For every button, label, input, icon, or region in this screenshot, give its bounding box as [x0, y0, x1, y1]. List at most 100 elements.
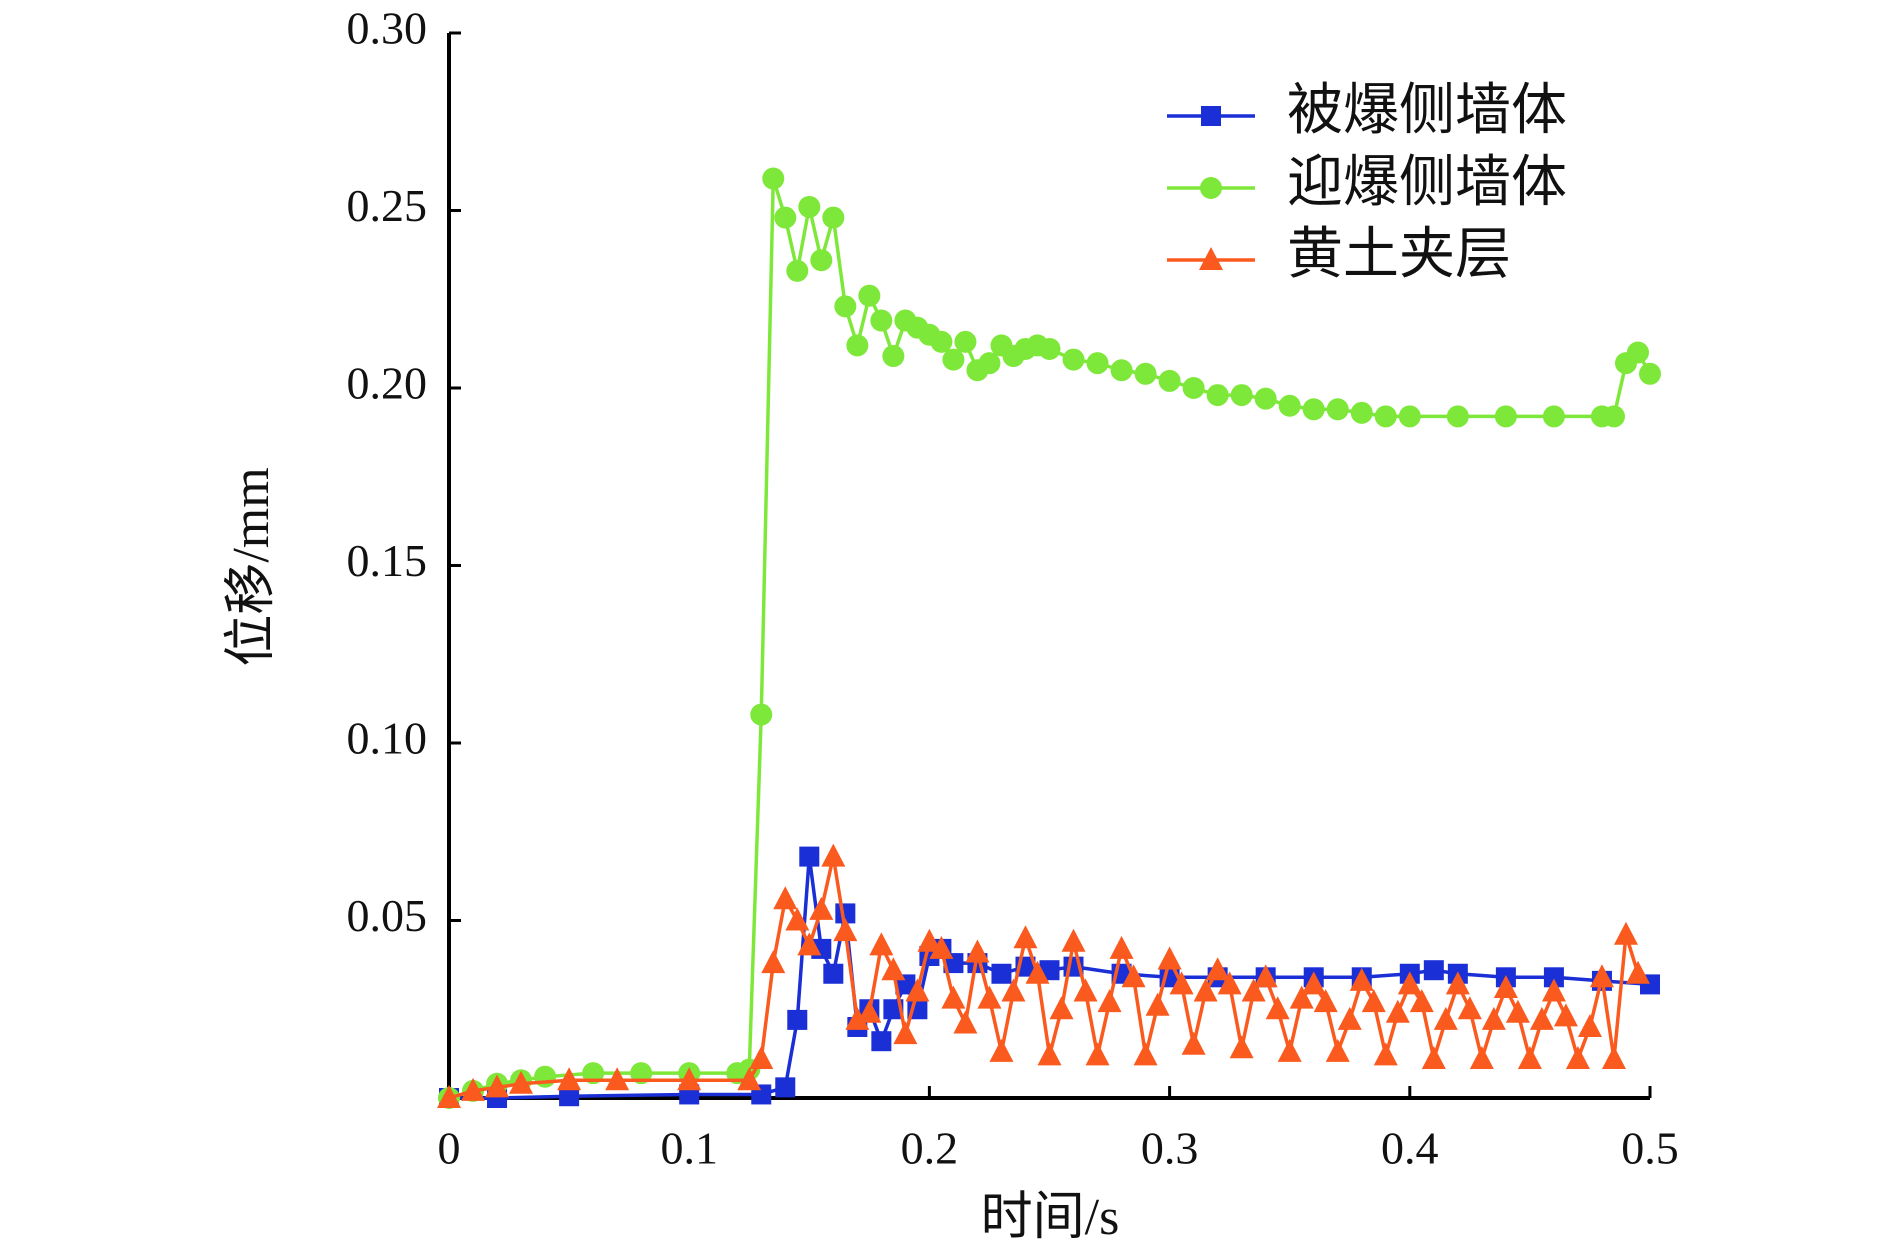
marker: [1446, 405, 1469, 428]
y-tick-label: 0.05: [347, 890, 428, 941]
marker: [1133, 1042, 1158, 1066]
marker: [1553, 1003, 1578, 1027]
marker: [1433, 1006, 1458, 1030]
marker: [1158, 369, 1181, 392]
marker: [1541, 978, 1566, 1002]
legend-label: 迎爆侧墙体: [1287, 152, 1567, 214]
marker: [1097, 989, 1122, 1013]
marker: [942, 348, 965, 371]
line: [448, 854, 1640, 1100]
marker: [559, 1086, 580, 1107]
marker: [1049, 996, 1074, 1020]
marker: [761, 950, 786, 974]
series: [438, 167, 1661, 1109]
marker: [1313, 989, 1338, 1013]
marker: [1085, 1042, 1110, 1066]
marker: [749, 1045, 774, 1069]
marker: [1577, 1014, 1602, 1037]
marker: [1325, 1038, 1350, 1062]
marker: [834, 295, 857, 318]
marker: [917, 928, 942, 952]
marker: [930, 330, 953, 353]
marker: [534, 1065, 557, 1088]
marker: [461, 1077, 486, 1101]
marker: [485, 1074, 510, 1098]
marker: [1110, 359, 1133, 382]
marker: [1626, 341, 1649, 364]
marker: [774, 206, 797, 229]
marker: [1241, 978, 1266, 1002]
marker: [1193, 978, 1218, 1002]
marker: [954, 330, 977, 353]
marker: [1625, 960, 1650, 984]
marker: [1517, 1045, 1542, 1069]
marker: [1337, 1006, 1362, 1030]
marker: [1601, 1045, 1626, 1069]
marker: [557, 1067, 582, 1091]
marker: [1061, 928, 1086, 952]
marker: [762, 167, 785, 190]
marker: [773, 886, 798, 910]
marker: [1289, 985, 1314, 1009]
y-tick-label: 0.30: [347, 3, 428, 54]
marker: [1062, 348, 1085, 371]
marker: [833, 918, 858, 942]
marker: [1182, 377, 1205, 399]
marker: [858, 284, 881, 307]
marker: [1230, 384, 1253, 407]
marker: [799, 846, 820, 867]
legend-marker: [1200, 177, 1222, 199]
marker: [509, 1070, 534, 1094]
marker: [1421, 1045, 1446, 1069]
x-axis-label: 时间/s: [981, 1189, 1120, 1246]
y-tick-label: 0.25: [347, 180, 428, 231]
marker: [1542, 405, 1565, 428]
marker: [1037, 1042, 1062, 1066]
marker: [881, 957, 906, 981]
marker: [1481, 1006, 1506, 1030]
marker: [1073, 978, 1098, 1002]
marker: [677, 1067, 702, 1091]
marker: [857, 999, 882, 1023]
legend-label: 黄土夹层: [1287, 224, 1511, 286]
x-tick-label: 0.3: [1141, 1123, 1199, 1174]
marker: [1301, 971, 1326, 995]
marker: [1278, 394, 1301, 417]
marker: [823, 963, 844, 984]
marker: [1445, 971, 1470, 995]
marker: [797, 932, 822, 956]
marker: [1013, 925, 1038, 949]
marker: [1121, 964, 1146, 988]
marker: [869, 932, 894, 956]
marker: [978, 352, 1001, 375]
marker: [785, 907, 810, 931]
marker: [1373, 1042, 1398, 1066]
marker: [953, 1010, 978, 1034]
y-axis-label: 位移/mm: [223, 467, 280, 666]
marker: [1205, 957, 1230, 981]
marker: [989, 1038, 1014, 1062]
marker: [1145, 992, 1170, 1016]
marker: [1529, 1006, 1554, 1030]
marker: [786, 259, 809, 282]
marker: [1397, 971, 1422, 995]
marker: [1001, 978, 1026, 1002]
marker: [1349, 967, 1374, 991]
marker: [1217, 971, 1242, 995]
y-tick-label: 0.15: [347, 535, 428, 586]
x-tick-label: 0.1: [660, 1123, 718, 1174]
marker: [810, 249, 833, 272]
marker: [1206, 384, 1229, 407]
marker: [1639, 362, 1661, 385]
marker: [821, 843, 846, 867]
marker: [1361, 989, 1386, 1013]
legend-label: 被爆侧墙体: [1287, 80, 1567, 142]
marker: [882, 345, 905, 368]
marker: [1493, 974, 1518, 998]
marker: [1157, 946, 1182, 970]
marker: [605, 1067, 630, 1091]
marker: [1469, 1045, 1494, 1069]
legend-marker: [1199, 247, 1223, 270]
series: [437, 843, 1650, 1108]
